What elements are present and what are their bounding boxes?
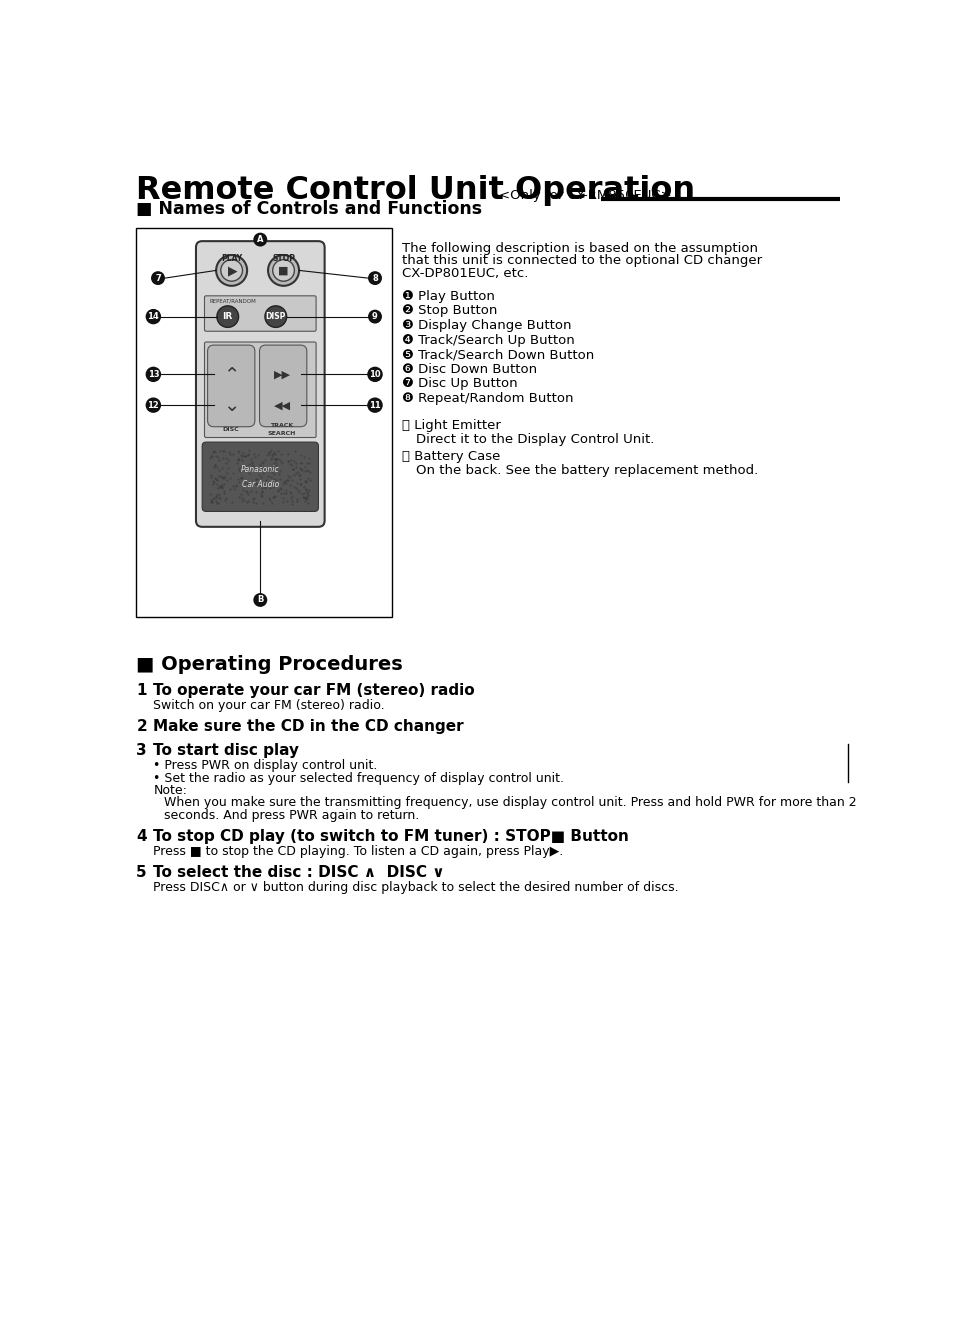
Text: To start disc play: To start disc play [153,744,299,758]
Text: Car Audio: Car Audio [241,480,278,490]
Text: Ⓐ Light Emitter: Ⓐ Light Emitter [402,419,500,433]
Text: B: B [257,595,263,605]
FancyBboxPatch shape [195,241,324,527]
Circle shape [146,366,161,382]
FancyBboxPatch shape [204,343,315,438]
Text: • Press PWR on display control unit.: • Press PWR on display control unit. [153,759,377,773]
Circle shape [268,255,298,286]
Circle shape [220,259,242,282]
Text: TRACK: TRACK [270,423,293,429]
Circle shape [265,306,286,327]
Text: Ⓑ Battery Case: Ⓑ Battery Case [402,450,500,463]
Text: ❼ Disc Up Button: ❼ Disc Up Button [402,377,517,390]
Text: To stop CD play (to switch to FM tuner) : STOP■ Button: To stop CD play (to switch to FM tuner) … [153,828,629,844]
Text: ❹ Track/Search Up Button: ❹ Track/Search Up Button [402,333,575,347]
Text: 9: 9 [372,312,377,321]
Text: 11: 11 [369,401,380,410]
Text: 2: 2 [136,720,147,734]
Circle shape [146,397,161,413]
Text: 8: 8 [372,274,377,283]
Text: IR: IR [222,312,233,321]
Text: 12: 12 [148,401,159,410]
Text: REPEAT/RANDOM: REPEAT/RANDOM [210,299,256,304]
Text: SEARCH: SEARCH [267,431,295,437]
Text: ⌃: ⌃ [222,365,239,384]
Circle shape [216,306,238,327]
Circle shape [368,310,381,324]
Text: ❽ Repeat/Random Button: ❽ Repeat/Random Button [402,392,573,405]
Text: The following description is based on the assumption: The following description is based on th… [402,242,758,255]
Text: ❸ Display Change Button: ❸ Display Change Button [402,319,571,332]
Text: STOP: STOP [272,254,294,263]
Text: 13: 13 [148,370,159,378]
FancyBboxPatch shape [259,345,307,427]
Bar [136,228,392,617]
Circle shape [216,255,247,286]
Text: DISC: DISC [222,427,239,433]
Text: 4: 4 [136,828,147,844]
Text: that this unit is connected to the optional CD changer: that this unit is connected to the optio… [402,254,761,267]
Text: ■: ■ [278,266,289,275]
Text: ▶▶: ▶▶ [274,369,291,380]
Text: 14: 14 [148,312,159,321]
Text: ◀◀: ◀◀ [274,400,291,410]
Text: • Set the radio as your selected frequency of display control unit.: • Set the radio as your selected frequen… [153,771,564,785]
Circle shape [253,233,267,246]
Text: ❻ Disc Down Button: ❻ Disc Down Button [402,363,537,376]
Text: Press DISC∧ or ∨ button during disc playback to select the desired number of dis: Press DISC∧ or ∨ button during disc play… [153,881,679,894]
Text: 5: 5 [136,865,147,880]
Circle shape [367,366,382,382]
Text: Direct it to the Display Control Unit.: Direct it to the Display Control Unit. [416,433,654,446]
Text: ▶: ▶ [228,263,237,277]
Text: ❺ Track/Search Down Button: ❺ Track/Search Down Button [402,348,594,361]
Text: ❷ Stop Button: ❷ Stop Button [402,304,497,318]
Text: ■ Operating Procedures: ■ Operating Procedures [136,655,402,675]
Text: Remote Control Unit Operation: Remote Control Unit Operation [136,175,695,206]
Circle shape [367,397,382,413]
Text: To select the disc : DISC ∧  DISC ∨: To select the disc : DISC ∧ DISC ∨ [153,865,444,880]
Circle shape [368,271,381,284]
Text: <Only for CY-RM850EUC>: <Only for CY-RM850EUC> [498,189,671,202]
Circle shape [151,271,165,284]
Text: CX-DP801EUC, etc.: CX-DP801EUC, etc. [402,266,528,279]
Text: Note:: Note: [153,785,187,796]
Text: Make sure the CD in the CD changer: Make sure the CD in the CD changer [153,720,463,734]
Text: 3: 3 [136,744,147,758]
Text: seconds. And press PWR again to return.: seconds. And press PWR again to return. [164,808,419,822]
Text: 1: 1 [136,683,147,699]
Circle shape [146,308,161,324]
Circle shape [253,593,267,607]
Circle shape [273,259,294,282]
Text: Panasonic: Panasonic [241,464,279,474]
FancyBboxPatch shape [204,296,315,331]
Text: Press ■ to stop the CD playing. To listen a CD again, press Play▶.: Press ■ to stop the CD playing. To liste… [153,845,563,857]
FancyBboxPatch shape [202,442,318,512]
Text: 10: 10 [369,370,380,378]
Text: 7: 7 [155,274,161,283]
Text: On the back. See the battery replacement method.: On the back. See the battery replacement… [416,463,758,476]
FancyBboxPatch shape [208,345,254,427]
Text: When you make sure the transmitting frequency, use display control unit. Press a: When you make sure the transmitting freq… [164,796,856,810]
Text: PLAY: PLAY [221,254,242,263]
Text: To operate your car FM (stereo) radio: To operate your car FM (stereo) radio [153,683,475,699]
Text: ⌄: ⌄ [222,396,239,414]
Text: ■ Names of Controls and Functions: ■ Names of Controls and Functions [136,200,482,218]
Text: ❶ Play Button: ❶ Play Button [402,290,495,303]
Text: A: A [256,235,263,245]
Text: DISP: DISP [265,312,286,321]
Text: Switch on your car FM (stereo) radio.: Switch on your car FM (stereo) radio. [153,700,385,712]
